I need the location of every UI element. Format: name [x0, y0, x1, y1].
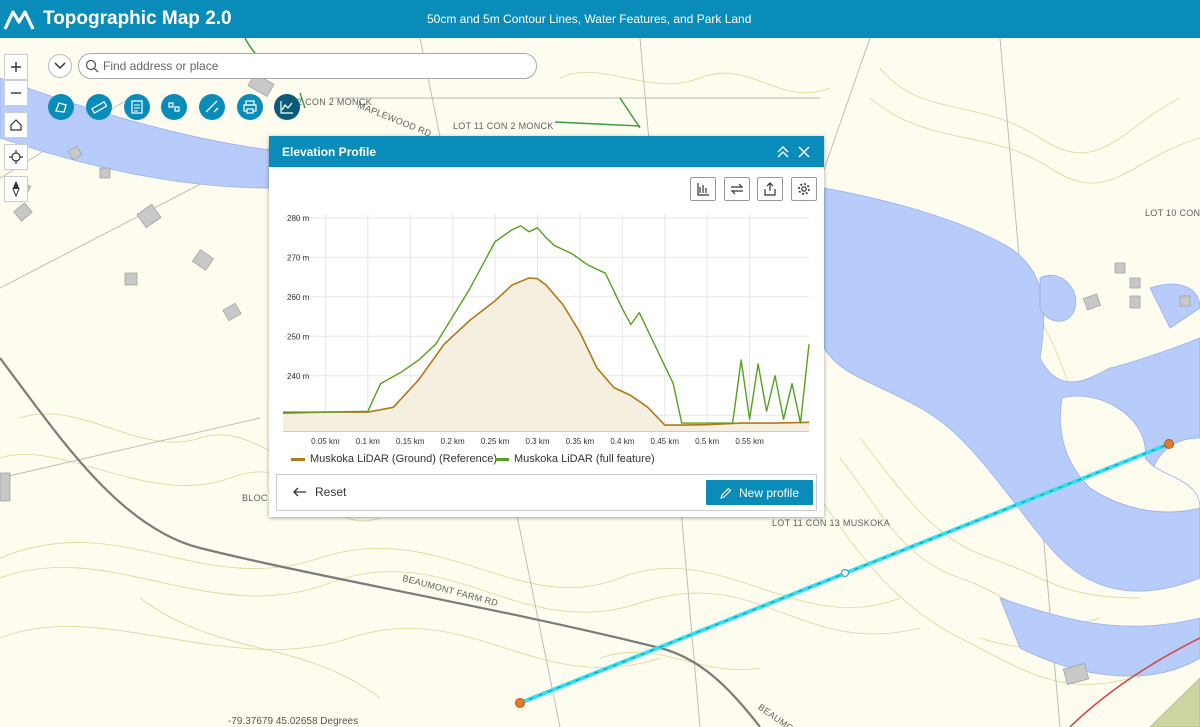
y-tick-label: 270 m — [287, 253, 310, 262]
elevation-profile-icon — [280, 101, 293, 114]
layer-list-icon — [131, 100, 143, 114]
minus-icon — [11, 92, 21, 94]
elevation-profile-button[interactable] — [274, 94, 300, 120]
home-button[interactable] — [4, 112, 28, 138]
basemap — [0, 38, 1200, 727]
zoom-out-button[interactable] — [4, 80, 28, 106]
map-label-lot10-con: LOT 10 CON — [1145, 208, 1200, 218]
search-input[interactable] — [103, 59, 536, 73]
x-tick-label: 0.4 km — [610, 437, 634, 446]
measure-distance-icon — [91, 100, 107, 114]
compass-button[interactable] — [4, 176, 28, 202]
map-view[interactable]: LOT 11 CON 2 MONCK MAPLEWOOD RD 2 CON 2 … — [0, 38, 1200, 727]
search-box[interactable] — [78, 53, 537, 79]
close-icon[interactable] — [796, 144, 812, 160]
search-expand-button[interactable] — [48, 54, 72, 78]
locate-icon — [9, 150, 23, 164]
legend-swatch-full-feature — [495, 457, 509, 461]
export-icon — [764, 182, 776, 196]
legend-icon — [168, 102, 180, 112]
reset-label: Reset — [315, 485, 347, 499]
search-icon — [85, 59, 99, 73]
profile-line[interactable] — [515, 439, 1174, 708]
panel-header: Elevation Profile — [269, 136, 824, 167]
print-button[interactable] — [237, 94, 263, 120]
panel-footer: Reset New profile — [276, 474, 817, 511]
series-full-feature-line — [283, 225, 810, 424]
measure-area-icon — [55, 102, 67, 113]
x-tick-label: 0.25 km — [481, 437, 510, 446]
x-tick-label: 0.2 km — [441, 437, 465, 446]
new-profile-button[interactable]: New profile — [706, 480, 813, 505]
app-title: Topographic Map 2.0 — [43, 8, 232, 29]
map-label-lot11-con2: LOT 11 CON 2 MONCK — [453, 121, 554, 131]
export-button[interactable] — [757, 177, 783, 201]
x-tick-label: 0.45 km — [651, 437, 680, 446]
x-tick-label: 0.35 km — [566, 437, 595, 446]
draw-icon — [205, 100, 219, 113]
new-profile-label: New profile — [738, 485, 800, 500]
x-tick-label: 0.15 km — [396, 437, 425, 446]
chart-style-button[interactable] — [690, 177, 716, 201]
gear-icon — [798, 183, 810, 195]
bar-chart-icon — [697, 183, 709, 196]
pencil-icon — [720, 487, 732, 499]
locate-button[interactable] — [4, 144, 28, 170]
draw-button[interactable] — [199, 94, 225, 120]
print-icon — [243, 100, 257, 114]
swap-arrows-icon — [730, 183, 744, 195]
plus-icon — [11, 62, 21, 72]
ground-area — [283, 277, 809, 431]
map-label-lot11-con13: LOT 11 CON 13 MUSKOKA — [772, 518, 891, 528]
y-tick-label: 260 m — [287, 293, 310, 302]
y-tick-label: 250 m — [287, 332, 310, 341]
x-tick-label: 0.1 km — [356, 437, 380, 446]
reset-button[interactable]: Reset — [293, 485, 346, 499]
coordinate-readout: -79.37679 45.02658 Degrees — [228, 716, 359, 727]
legend-item-ground[interactable]: Muskoka LiDAR (Ground) (Reference) — [291, 453, 497, 465]
legend-label-full-feature: Muskoka LiDAR (full feature) — [514, 453, 655, 465]
collapse-icon[interactable] — [775, 144, 791, 160]
zoom-in-button[interactable] — [4, 54, 28, 80]
legend-button[interactable] — [161, 94, 187, 120]
logo-icon — [3, 10, 35, 30]
series-ground-line — [282, 277, 810, 426]
x-tick-label: 0.5 km — [695, 437, 719, 446]
app-header: Topographic Map 2.0 50cm and 5m Contour … — [0, 0, 1200, 38]
home-icon — [10, 119, 22, 131]
app-subtitle: 50cm and 5m Contour Lines, Water Feature… — [427, 12, 752, 26]
settings-button[interactable] — [791, 177, 817, 201]
x-tick-label: 0.55 km — [735, 437, 764, 446]
layer-list-button[interactable] — [124, 94, 150, 120]
measure-distance-button[interactable] — [86, 94, 112, 120]
x-tick-label: 0.3 km — [526, 437, 550, 446]
y-tick-label: 280 m — [287, 214, 310, 223]
legend-swatch-ground — [291, 457, 305, 461]
arrow-left-icon — [293, 487, 306, 497]
legend-item-full-feature[interactable]: Muskoka LiDAR (full feature) — [495, 453, 655, 465]
panel-title: Elevation Profile — [282, 145, 377, 159]
map-label-con2-monck: 2 CON 2 MONCK — [297, 97, 372, 107]
compass-icon — [12, 181, 20, 197]
y-tick-label: 240 m — [287, 372, 310, 381]
flip-profile-button[interactable] — [724, 177, 750, 201]
measure-area-button[interactable] — [48, 94, 74, 120]
map-label-bloc: BLOC — [242, 493, 268, 503]
chevron-down-icon — [54, 62, 66, 70]
x-tick-label: 0.05 km — [311, 437, 340, 446]
legend-label-ground: Muskoka LiDAR (Ground) (Reference) — [310, 453, 498, 465]
